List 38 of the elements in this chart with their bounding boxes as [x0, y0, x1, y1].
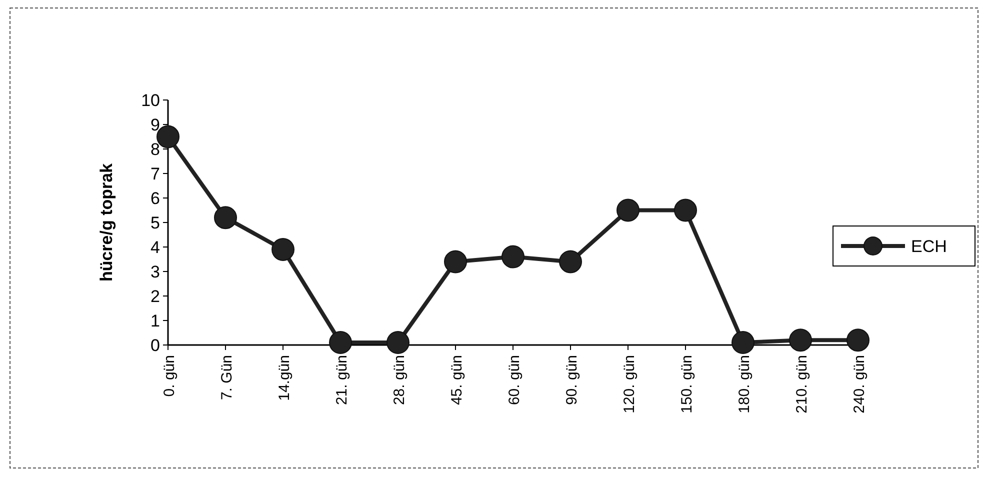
point — [386, 331, 410, 354]
x-tick-label: 45. gün — [448, 355, 466, 406]
x-tick-label: 120. gün — [621, 355, 638, 414]
x-tick-label: 150. gün — [678, 355, 696, 414]
y-tick-label: 2 — [150, 286, 160, 306]
point — [502, 245, 524, 268]
point — [616, 198, 640, 222]
y-tick-label: 7 — [150, 164, 160, 184]
y-tick-label: 10 — [141, 90, 160, 110]
point — [559, 250, 582, 274]
y-tick-label: 6 — [150, 188, 160, 208]
y-tick-label: 9 — [150, 115, 160, 134]
x-tick-label: 7. Gün — [218, 355, 236, 400]
point — [214, 206, 237, 230]
y-tick-label: 1 — [150, 311, 160, 330]
y-tick-label: 5 — [150, 213, 160, 232]
legend-label: ECH — [911, 236, 947, 256]
x-tick-label: 60. gün — [506, 355, 523, 406]
y-tick-label: 8 — [150, 140, 160, 159]
point — [329, 331, 352, 354]
x-tick-label: 0. gün — [161, 355, 178, 397]
x-tick-label: 210. gün — [794, 355, 810, 414]
y-tick-label: 0 — [150, 336, 160, 355]
x-tick-label: 180. gün — [736, 355, 753, 414]
y-axis-title: hücre/g toprak — [97, 162, 116, 282]
x-tick-label: 14.gün — [276, 355, 293, 401]
x-tick-label: 21. gün — [334, 355, 350, 406]
point — [444, 250, 467, 274]
point — [272, 238, 294, 261]
x-tick-label: 90. gün — [564, 355, 580, 406]
y-tick-label: 4 — [150, 238, 160, 257]
x-tick-label: 28. gün — [391, 355, 408, 406]
point — [732, 331, 754, 354]
point — [674, 198, 697, 222]
point — [789, 328, 812, 352]
x-tick-label: 240. gün — [851, 355, 868, 414]
point — [846, 328, 870, 352]
y-tick-label: 3 — [150, 262, 160, 282]
